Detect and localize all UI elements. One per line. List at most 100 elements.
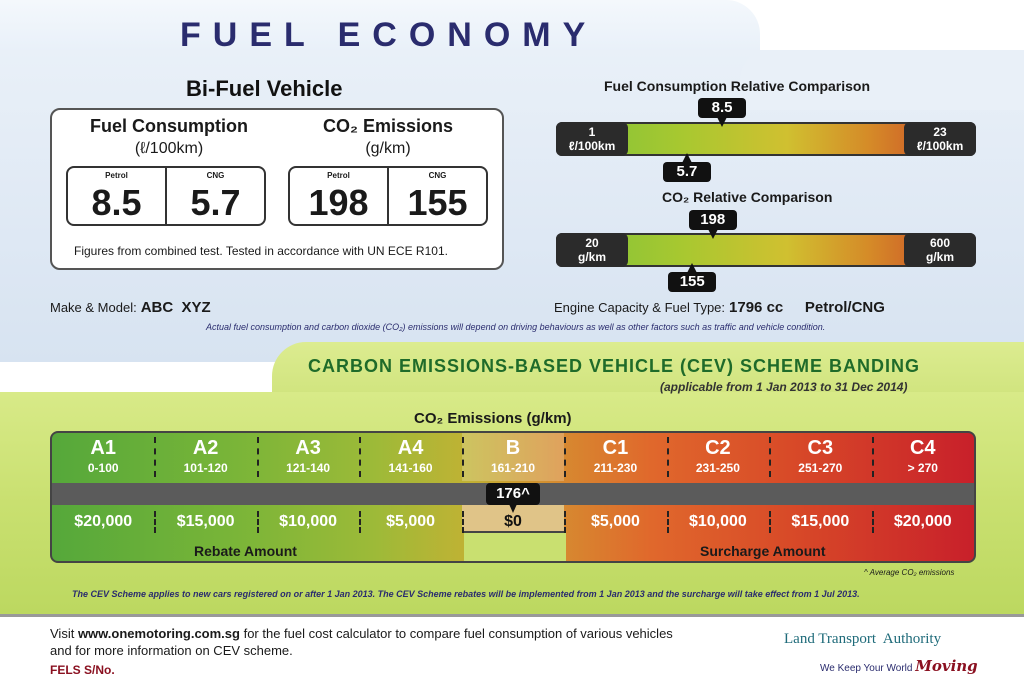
cev-band-a1: A1 0-100	[52, 433, 154, 481]
co2-max-unit: g/km	[925, 250, 954, 264]
lta-tagline: We Keep Your World Moving	[820, 657, 978, 675]
band-range: 211-230	[593, 461, 638, 475]
lta-tagline-moving: Moving	[915, 657, 978, 675]
band-name: B	[505, 437, 521, 459]
band-divider	[871, 511, 874, 533]
band-divider	[769, 511, 772, 533]
band-range: 161-210	[490, 461, 535, 475]
band-divider	[359, 437, 362, 477]
cng-tag: CNG	[428, 171, 447, 180]
band-divider	[564, 511, 567, 533]
co2-comparison-title: CO₂ Relative Comparison	[662, 189, 833, 205]
emissions-values: Petrol 198 CNG 155	[288, 166, 488, 226]
make-model-label: Make & Model:	[50, 300, 137, 315]
fuel-min-value: 1	[588, 125, 596, 139]
band-range: 101-120	[183, 461, 228, 475]
footer: Visit www.onemotoring.com.sg for the fue…	[0, 614, 1024, 683]
band-amount: $10,000	[688, 513, 747, 530]
band-divider	[256, 511, 259, 533]
band-divider	[564, 437, 567, 477]
lta-tagline-text: We Keep Your World	[820, 663, 913, 674]
emissions-heading: CO₂ Emissions	[322, 116, 454, 136]
co2-min-unit: g/km	[577, 250, 606, 264]
band-name: A4	[397, 437, 424, 459]
engine-info: Engine Capacity & Fuel Type: 1796 cc Petr…	[554, 299, 885, 316]
fels-serial: FELS S/No.	[50, 663, 115, 677]
emissions-cng-value: 155	[407, 182, 468, 223]
cng-tag: CNG	[206, 171, 225, 180]
consumption-cng: CNG 5.7	[165, 168, 264, 224]
emissions-cng: CNG 155	[387, 168, 486, 224]
band-divider	[154, 437, 157, 477]
cev-marker: 176^	[486, 483, 540, 513]
visit-url[interactable]: www.onemotoring.com.sg	[77, 626, 240, 641]
lta-logo-name: Land Transport Authority	[784, 631, 942, 647]
emissions-petrol-value: 198	[308, 182, 369, 223]
emissions-unit: (g/km)	[365, 140, 411, 157]
make-model: Make & Model: ABC XYZ	[50, 299, 211, 316]
co2-min-end: 20 g/km	[556, 233, 628, 267]
band-name: C2	[705, 437, 731, 459]
fuel-max-end: 23 ℓ/100km	[904, 122, 976, 156]
petrol-tag: Petrol	[105, 171, 128, 180]
figures-note: Figures from combined test. Tested in ac…	[74, 244, 448, 258]
fuel-min-end: 1 ℓ/100km	[556, 122, 628, 156]
band-name: C4	[909, 437, 936, 459]
band-b-notch	[464, 531, 566, 561]
engine-fuel: Petrol/CNG	[804, 299, 885, 316]
band-name: A3	[295, 437, 321, 459]
band-range: 251-270	[798, 461, 843, 475]
cev-band-c3: C3 251-270	[769, 433, 871, 481]
co2-petrol-marker: 198	[688, 210, 737, 239]
cev-co2-heading: CO₂ Emissions (g/km)	[414, 410, 572, 427]
band-divider	[461, 511, 464, 533]
fuel-petrol-marker: 8.5	[698, 98, 747, 127]
disclaimer: Actual fuel consumption and carbon dioxi…	[206, 322, 826, 332]
band-amount: $10,000	[279, 513, 338, 530]
top-panel-corner	[740, 50, 1024, 110]
band-divider	[871, 437, 874, 477]
emissions-petrol: Petrol 198	[290, 168, 387, 224]
band-divider	[666, 511, 669, 533]
band-range: 0-100	[87, 461, 119, 475]
visit-prefix: Visit	[50, 626, 78, 641]
cev-band-c2: C2 231-250	[667, 433, 769, 481]
label-title: FUEL ECONOMY	[180, 16, 598, 54]
cev-subtitle: (applicable from 1 Jan 2013 to 31 Dec 20…	[660, 380, 908, 394]
visit-text: Visit www.onemotoring.com.sg for the fue…	[50, 625, 690, 659]
cev-band-b: B 161-210	[461, 433, 565, 481]
cev-band-a4: A4 141-160	[359, 433, 461, 481]
fuel-comparison-title: Fuel Consumption Relative Comparison	[604, 78, 871, 94]
consumption-values: Petrol 8.5 CNG 5.7	[66, 166, 266, 226]
make-model-value: ABC XYZ	[140, 299, 211, 316]
co2-comparison-bar: 20 g/km 600 g/km	[556, 233, 976, 267]
fuel-cng-marker: 5.7	[662, 153, 711, 182]
co2-max-end: 600 g/km	[904, 233, 976, 267]
band-amount: $20,000	[74, 513, 133, 530]
band-divider	[461, 437, 464, 477]
figures-box: Fuel Consumption (ℓ/100km) CO₂ Emissions…	[50, 108, 504, 270]
surcharge-label: Surcharge Amount	[700, 543, 826, 559]
engine-label: Engine Capacity & Fuel Type:	[554, 300, 726, 315]
band-amount: $5,000	[386, 513, 436, 530]
band-name: A1	[90, 437, 116, 459]
co2-min-value: 20	[585, 236, 599, 250]
band-amount: $20,000	[893, 513, 952, 530]
rebate-label: Rebate Amount	[194, 543, 297, 559]
band-divider	[154, 511, 157, 533]
cev-title: CARBON EMISSIONS-BASED VEHICLE (CEV) SCH…	[308, 356, 921, 376]
cev-band-c4: C4 > 270	[872, 433, 974, 481]
fuel-min-unit: ℓ/100km	[568, 139, 616, 153]
engine-capacity: 1796 cc	[729, 299, 784, 316]
vehicle-type: Bi-Fuel Vehicle	[186, 76, 343, 101]
band-range: 231-250	[695, 461, 740, 475]
band-amount: $0	[504, 513, 522, 530]
fuel-max-unit: ℓ/100km	[916, 139, 964, 153]
band-name: C3	[807, 437, 834, 459]
band-name: C1	[602, 437, 629, 459]
band-divider	[666, 437, 669, 477]
band-range: 121-140	[286, 461, 331, 475]
cev-band-c1: C1 211-230	[564, 433, 666, 481]
consumption-cng-value: 5.7	[190, 182, 241, 223]
petrol-tag: Petrol	[327, 171, 350, 180]
